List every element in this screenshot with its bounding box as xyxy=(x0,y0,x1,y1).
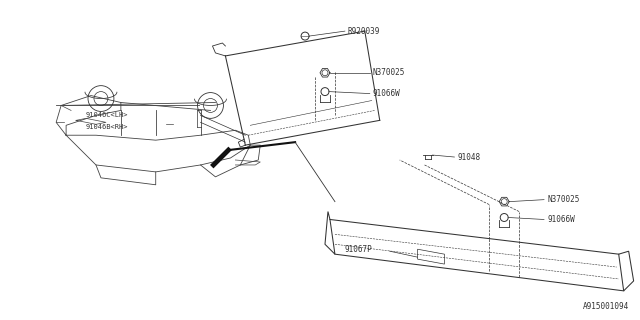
Text: N370025: N370025 xyxy=(372,68,405,77)
Text: 91066W: 91066W xyxy=(547,215,575,224)
Text: 91067P: 91067P xyxy=(345,245,372,254)
Text: A915001094: A915001094 xyxy=(582,302,628,311)
Text: 91048: 91048 xyxy=(458,153,481,162)
Text: 91046C<LH>: 91046C<LH> xyxy=(86,112,129,118)
Text: R920039: R920039 xyxy=(348,27,380,36)
Text: 91066W: 91066W xyxy=(372,89,401,98)
Text: N370025: N370025 xyxy=(547,195,579,204)
Text: 91046B<RH>: 91046B<RH> xyxy=(86,124,129,130)
